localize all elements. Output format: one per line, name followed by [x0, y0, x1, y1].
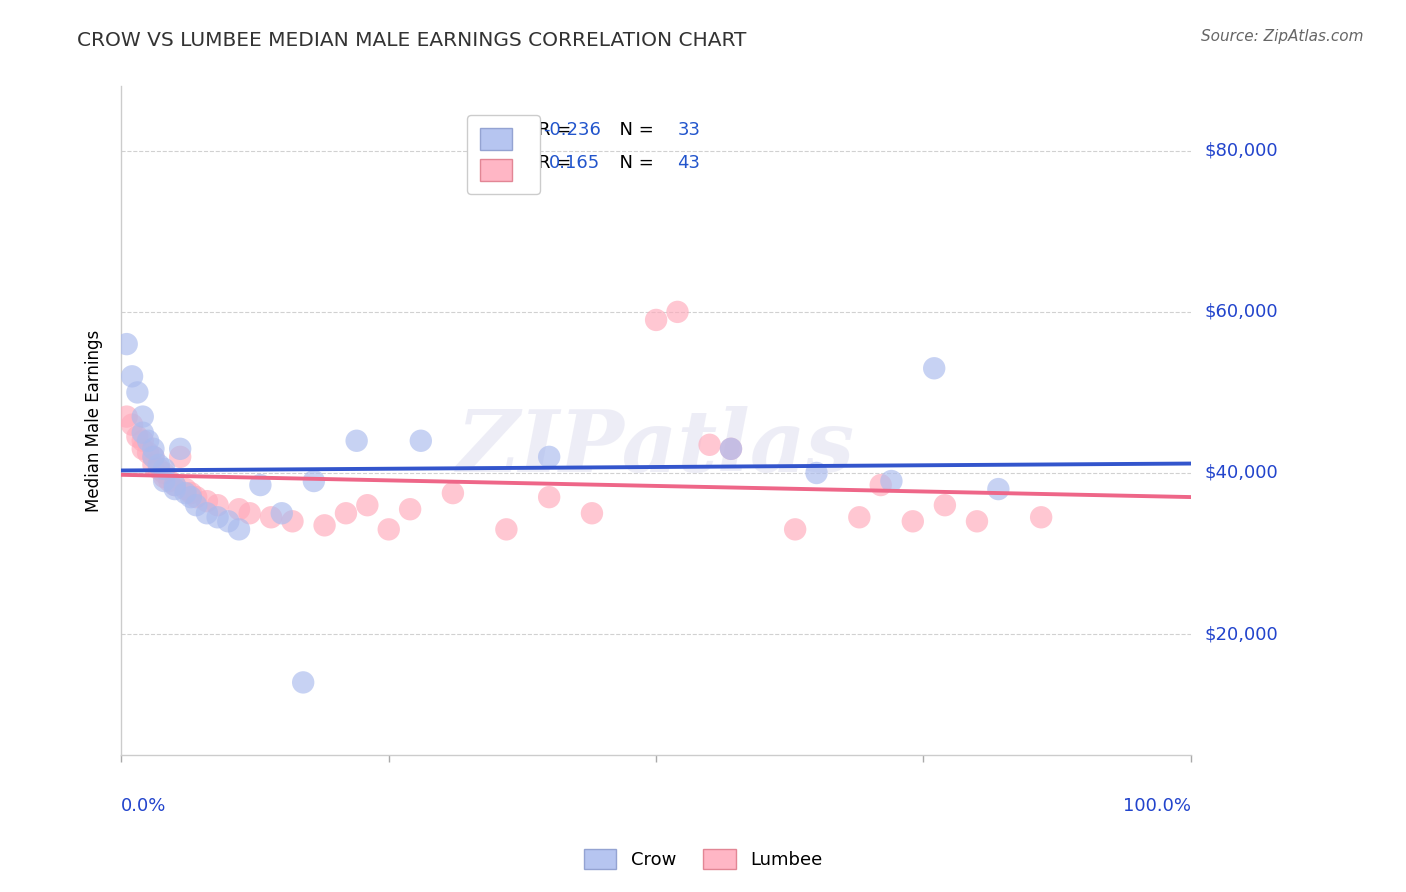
Point: [228, 502, 250, 516]
Point: [869, 478, 891, 492]
Point: [538, 450, 561, 464]
Point: [186, 498, 208, 512]
Point: [136, 434, 159, 448]
Point: [699, 438, 721, 452]
Text: $40,000: $40,000: [1205, 464, 1278, 482]
Point: [115, 337, 138, 351]
Point: [153, 474, 176, 488]
Legend: Crow, Lumbee: Crow, Lumbee: [575, 839, 831, 879]
Point: [260, 510, 283, 524]
Point: [174, 482, 197, 496]
Point: [163, 482, 186, 496]
Point: [142, 442, 165, 456]
Text: 0.0%: 0.0%: [121, 797, 167, 814]
Point: [195, 506, 218, 520]
Point: [136, 446, 159, 460]
Text: N =: N =: [607, 154, 659, 172]
Point: [217, 514, 239, 528]
Y-axis label: Median Male Earnings: Median Male Earnings: [86, 329, 103, 512]
Point: [132, 409, 155, 424]
Text: 100.0%: 100.0%: [1123, 797, 1191, 814]
Point: [302, 474, 325, 488]
Point: [132, 425, 155, 440]
Point: [346, 434, 368, 448]
Point: [314, 518, 336, 533]
Point: [195, 494, 218, 508]
Point: [153, 466, 176, 480]
Point: [148, 458, 170, 472]
Point: [720, 442, 742, 456]
Point: [163, 478, 186, 492]
Legend: , : ,: [467, 115, 540, 194]
Text: ZIPatlas: ZIPatlas: [457, 406, 855, 489]
Point: [148, 462, 170, 476]
Point: [142, 450, 165, 464]
Point: [281, 514, 304, 528]
Point: [785, 522, 807, 536]
Point: [409, 434, 432, 448]
Point: [121, 417, 143, 432]
Point: [153, 470, 176, 484]
Point: [163, 478, 186, 492]
Point: [966, 514, 988, 528]
Text: 43: 43: [678, 154, 700, 172]
Point: [901, 514, 924, 528]
Point: [581, 506, 603, 520]
Text: Source: ZipAtlas.com: Source: ZipAtlas.com: [1201, 29, 1364, 44]
Point: [538, 490, 561, 504]
Point: [207, 510, 229, 524]
Point: [239, 506, 262, 520]
Point: [335, 506, 357, 520]
Point: [180, 486, 202, 500]
Point: [848, 510, 870, 524]
Point: [142, 450, 165, 464]
Point: [720, 442, 742, 456]
Point: [880, 474, 903, 488]
Text: 33: 33: [678, 120, 700, 139]
Point: [249, 478, 271, 492]
Point: [666, 305, 689, 319]
Text: $60,000: $60,000: [1205, 303, 1278, 321]
Text: CROW VS LUMBEE MEDIAN MALE EARNINGS CORRELATION CHART: CROW VS LUMBEE MEDIAN MALE EARNINGS CORR…: [77, 31, 747, 50]
Text: $80,000: $80,000: [1205, 142, 1278, 160]
Point: [495, 522, 517, 536]
Point: [159, 474, 181, 488]
Point: [127, 385, 149, 400]
Point: [645, 313, 668, 327]
Point: [356, 498, 378, 512]
Point: [207, 498, 229, 512]
Point: [127, 430, 149, 444]
Point: [806, 466, 828, 480]
Point: [132, 442, 155, 456]
Point: [987, 482, 1010, 496]
Point: [270, 506, 292, 520]
Point: [180, 490, 202, 504]
Point: [121, 369, 143, 384]
Point: [377, 522, 399, 536]
Point: [292, 675, 315, 690]
Text: N =: N =: [607, 120, 659, 139]
Text: R =: R =: [538, 154, 578, 172]
Point: [228, 522, 250, 536]
Text: R =: R =: [538, 120, 578, 139]
Point: [934, 498, 956, 512]
Point: [186, 490, 208, 504]
Text: -0.236: -0.236: [543, 120, 600, 139]
Point: [153, 462, 176, 476]
Point: [1031, 510, 1053, 524]
Point: [441, 486, 464, 500]
Point: [142, 458, 165, 472]
Point: [922, 361, 945, 376]
Text: 0.165: 0.165: [550, 154, 600, 172]
Point: [169, 450, 191, 464]
Point: [115, 409, 138, 424]
Point: [174, 486, 197, 500]
Point: [169, 442, 191, 456]
Text: $20,000: $20,000: [1205, 625, 1278, 643]
Point: [132, 434, 155, 448]
Point: [399, 502, 422, 516]
